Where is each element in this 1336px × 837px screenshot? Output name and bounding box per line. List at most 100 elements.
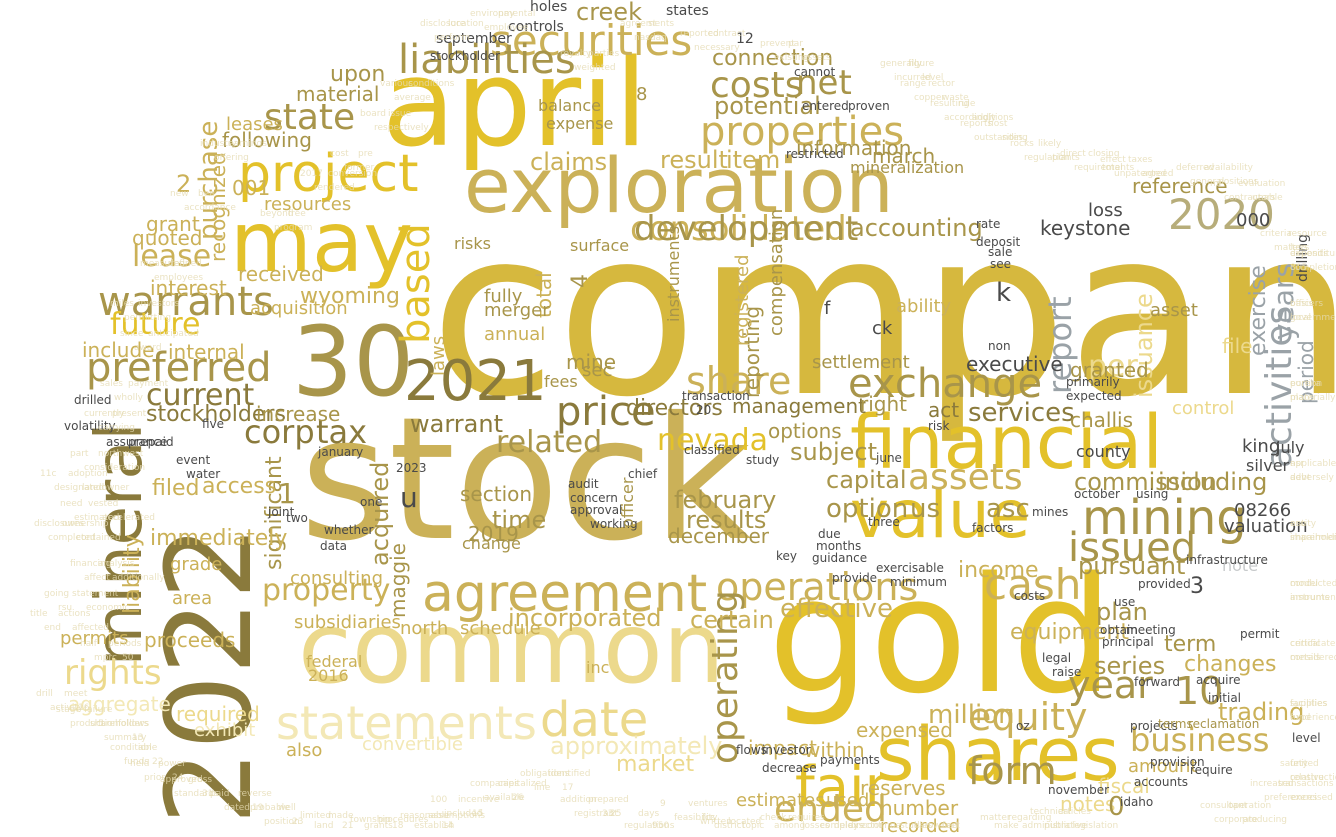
word-june: june — [876, 451, 902, 465]
word-disclosures: disclosures — [34, 519, 84, 529]
word-economic: economic — [86, 603, 130, 613]
word-incentive: incentive — [458, 795, 500, 805]
word-asu: asu — [1290, 519, 1306, 529]
word-filed: filed — [152, 476, 200, 501]
word-metals: metals — [1290, 653, 1321, 663]
word-note: note — [1222, 556, 1259, 575]
word-safety: safety — [1280, 759, 1308, 769]
word-estimates: estimates — [736, 790, 825, 811]
word-july: july — [1276, 438, 1305, 457]
word-one: one — [360, 495, 383, 509]
word-property: property — [262, 573, 391, 608]
word-950: 950 — [652, 821, 670, 831]
word-weighted: weighted — [574, 63, 616, 73]
word-follows: follows — [118, 719, 150, 729]
word-present: present — [112, 409, 147, 419]
word-exploration: exploration — [464, 141, 894, 230]
word-resources: resources — [264, 194, 352, 215]
word-actions: actions — [58, 609, 91, 619]
word-range: range — [900, 79, 927, 89]
word-share: share — [686, 359, 792, 403]
word-contractors: contractors — [1224, 193, 1276, 203]
word-amount: amount — [1128, 756, 1198, 777]
word-taxes: taxes — [1128, 155, 1153, 165]
word-outstanding: outstanding — [974, 133, 1028, 143]
word-adversely: adversely — [1290, 473, 1334, 483]
word-drilled: drilled — [74, 393, 112, 407]
word-right: right — [860, 392, 907, 416]
word-fair: fair — [795, 755, 888, 820]
word-sites: sites — [1002, 133, 1023, 143]
word-affect: affect — [84, 573, 110, 583]
word-part: part — [70, 449, 89, 459]
word-19: 19 — [252, 803, 264, 813]
word-effect: effect — [1100, 155, 1126, 165]
word-ended: ended — [774, 789, 887, 830]
word-limited: limited — [300, 811, 332, 821]
word-may: may — [230, 193, 414, 291]
word-2020: 2020 — [1168, 190, 1275, 239]
word-14: 14 — [442, 821, 454, 831]
word-classified: classified — [684, 443, 740, 457]
word-3: 3 — [1190, 574, 1204, 599]
word-net: net — [796, 63, 852, 103]
word-measured: measured — [140, 259, 185, 269]
word-mprc: mprc — [94, 653, 117, 663]
word-20: 20 — [696, 403, 712, 417]
word-defined: defined — [168, 259, 202, 269]
word-year: year — [1068, 663, 1153, 707]
word-experienced: experienced — [1290, 713, 1336, 723]
word-15: 15 — [472, 809, 484, 819]
word-area: area — [172, 588, 213, 609]
word-capitalized: capitalized — [498, 779, 547, 789]
word-exercisable: exercisable — [876, 561, 944, 575]
word-average: average — [394, 93, 431, 103]
word-december: december — [668, 524, 770, 548]
word-exercise: exercise — [1246, 265, 1271, 356]
word-pursuant: pursuant — [1078, 552, 1186, 580]
word-waste: waste — [942, 93, 969, 103]
word-nasdaq: nasdaq — [634, 33, 667, 43]
word-annual: annual — [484, 324, 546, 345]
word-risks: risks — [454, 234, 491, 253]
word-registered: registered — [732, 254, 753, 346]
word-17: 17 — [562, 783, 574, 793]
word-costs: costs — [1014, 589, 1046, 603]
word-par: par — [788, 39, 803, 49]
word-nevada: nevada — [657, 423, 769, 458]
word-accordance: accordance — [184, 203, 236, 213]
word-costs: costs — [710, 65, 804, 106]
word-st: st — [648, 19, 657, 29]
word-agreed: agreed — [1142, 169, 1174, 179]
word-resource: resource — [1288, 229, 1327, 239]
word-february: february — [674, 486, 777, 514]
word-market: market — [616, 752, 695, 777]
word-adoption: adoption — [68, 469, 108, 479]
word-end: end — [44, 623, 61, 633]
word-10: 10 — [1175, 669, 1224, 713]
word-loss: loss — [1088, 200, 1123, 221]
word-land: land — [314, 821, 334, 831]
word-agreement: agreement — [422, 564, 708, 624]
word-2017: 2017 — [300, 169, 323, 179]
word-power: power — [158, 759, 186, 769]
word-officer: officer — [618, 477, 637, 528]
word-million: million — [928, 700, 1015, 730]
word-reasonable: reasonable — [400, 811, 450, 821]
word-impairment: impairment — [1290, 533, 1336, 543]
word-flows: flows — [736, 743, 767, 757]
word-merger: merger — [484, 300, 550, 321]
word-proven: proven — [848, 99, 890, 113]
word-upon: upon — [330, 62, 386, 87]
word-22: 22 — [152, 757, 164, 767]
word-also: also — [286, 740, 323, 761]
word-term: term — [1164, 632, 1217, 657]
word-reports: reports — [960, 119, 993, 129]
word-environmental: environmental — [470, 9, 536, 19]
word-accelerated: accelerated — [102, 513, 155, 523]
word-principal: principal — [1102, 635, 1154, 649]
word-addition: addition — [560, 795, 597, 805]
word-recorded: recorded — [880, 816, 960, 837]
word-rocks: rocks — [1010, 139, 1034, 149]
